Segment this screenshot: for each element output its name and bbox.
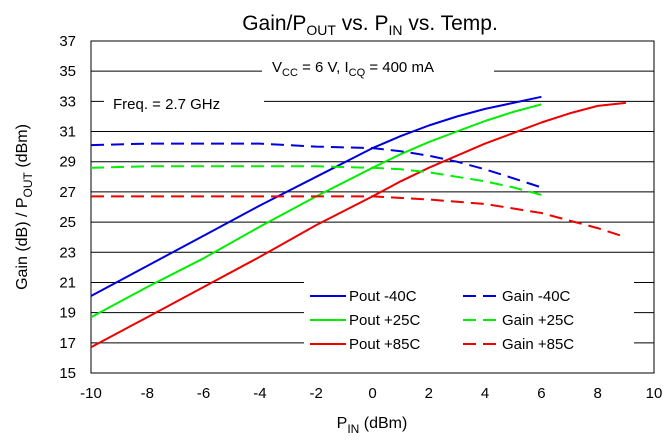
y-axis-label: Gain (dB) / POUT (dBm) xyxy=(14,124,35,290)
freq-annotation: Freq. = 2.7 GHz xyxy=(113,96,220,113)
y-tick-label: 15 xyxy=(59,365,76,382)
x-tick-label: 4 xyxy=(481,385,489,402)
y-axis-label-b: (dBm) xyxy=(14,124,31,172)
legend-label: Pout +85C xyxy=(349,336,420,353)
x-tick-label: 10 xyxy=(646,385,663,402)
vcc-value: = 6 V, I xyxy=(298,59,349,76)
x-tick-label: -2 xyxy=(310,385,323,402)
title-main: Gain/P xyxy=(242,12,306,35)
plot-frame xyxy=(90,40,655,374)
legend-label: Pout +25C xyxy=(349,312,420,329)
vcc-label: V xyxy=(272,59,282,76)
tick-labels: 15 17 19 21 23 25 27 29 31 33 35 37 -10 -8 -6 -4 -2 0 2 4 6 8… xyxy=(59,33,662,402)
series-pout-85c xyxy=(90,101,627,349)
series-pout-40c xyxy=(90,95,542,297)
y-tick-label: 19 xyxy=(59,305,76,322)
y-axis-label-a: Gain (dB) / P xyxy=(14,197,31,289)
x-tick-label: 6 xyxy=(537,385,545,402)
legend-label: Gain +85C xyxy=(502,336,574,353)
series-gain-85c xyxy=(91,195,627,239)
title-sub-in: IN xyxy=(388,22,402,38)
icq-value: = 400 mA xyxy=(365,59,434,76)
y-tick-label: 27 xyxy=(59,184,76,201)
x-axis-label-sub: IN xyxy=(347,422,359,436)
x-tick-label: -10 xyxy=(80,385,102,402)
legend: Pout -40C Pout +25C Pout +85C Gain -40C Gain… xyxy=(304,280,634,356)
x-tick-label: 8 xyxy=(594,385,602,402)
x-tick-label: -6 xyxy=(197,385,210,402)
chart-title: Gain/POUT vs. PIN vs. Temp. xyxy=(242,12,498,38)
title-mid: vs. P xyxy=(336,12,389,35)
y-axis-label-sub: OUT xyxy=(21,171,35,197)
y-tick-label: 29 xyxy=(59,154,76,171)
y-tick-label: 23 xyxy=(59,244,76,261)
x-tick-label: 0 xyxy=(368,385,376,402)
y-tick-label: 25 xyxy=(59,214,76,231)
conditions-box: VCC = 6 V, ICQ = 400 mA xyxy=(262,53,494,83)
series-gain-25c xyxy=(90,165,542,196)
gridlines xyxy=(91,70,654,344)
y-tick-label: 21 xyxy=(59,274,76,291)
series-layer xyxy=(90,95,627,349)
y-tick-label: 31 xyxy=(59,124,76,141)
x-axis-label-end: (dBm) xyxy=(359,415,407,432)
x-axis-label-main: P xyxy=(337,415,348,432)
x-tick-label: -4 xyxy=(253,385,266,402)
icq-sub: CQ xyxy=(349,67,366,79)
y-tick-label: 17 xyxy=(59,335,76,352)
title-end: vs. Temp. xyxy=(402,12,497,35)
y-tick-label: 35 xyxy=(59,63,76,80)
series-gain-40c xyxy=(90,142,542,189)
series-pout-25c xyxy=(90,103,542,319)
legend-label: Gain +25C xyxy=(502,312,574,329)
x-tick-label: -8 xyxy=(141,385,154,402)
x-axis-label: PIN (dBm) xyxy=(337,415,408,436)
legend-label: Gain -40C xyxy=(502,288,571,305)
title-sub-out: OUT xyxy=(306,22,336,38)
legend-label: Pout -40C xyxy=(349,288,417,305)
y-tick-label: 33 xyxy=(59,93,76,110)
conditions-annotation: VCC = 6 V, ICQ = 400 mA xyxy=(272,59,434,79)
vcc-sub: CC xyxy=(282,67,298,79)
freq-box: Freq. = 2.7 GHz xyxy=(104,90,264,116)
x-tick-label: 2 xyxy=(425,385,433,402)
y-tick-label: 37 xyxy=(59,33,76,50)
